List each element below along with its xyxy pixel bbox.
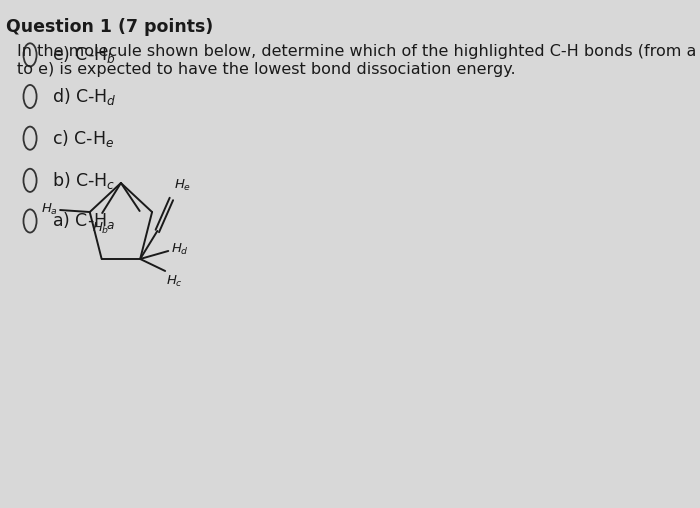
Text: to e) is expected to have the lowest bond dissociation energy.: to e) is expected to have the lowest bon… [18,62,516,77]
Text: $H_d$: $H_d$ [171,241,188,257]
Text: $H_e$: $H_e$ [174,178,192,193]
Text: $H_c$: $H_c$ [166,274,183,289]
Text: c) C-H$_e$: c) C-H$_e$ [52,128,114,149]
Text: Question 1 (7 points): Question 1 (7 points) [6,18,214,36]
Text: d) C-H$_d$: d) C-H$_d$ [52,86,117,107]
Text: $H_a$: $H_a$ [41,202,58,216]
Text: b) C-H$_c$: b) C-H$_c$ [52,170,116,191]
Text: $H_b$: $H_b$ [92,221,109,236]
Text: In the molecule shown below, determine which of the highlighted C-H bonds (from : In the molecule shown below, determine w… [18,44,696,59]
Text: a) C-H$_a$: a) C-H$_a$ [52,210,115,232]
Text: e) C-H$_b$: e) C-H$_b$ [52,44,116,66]
